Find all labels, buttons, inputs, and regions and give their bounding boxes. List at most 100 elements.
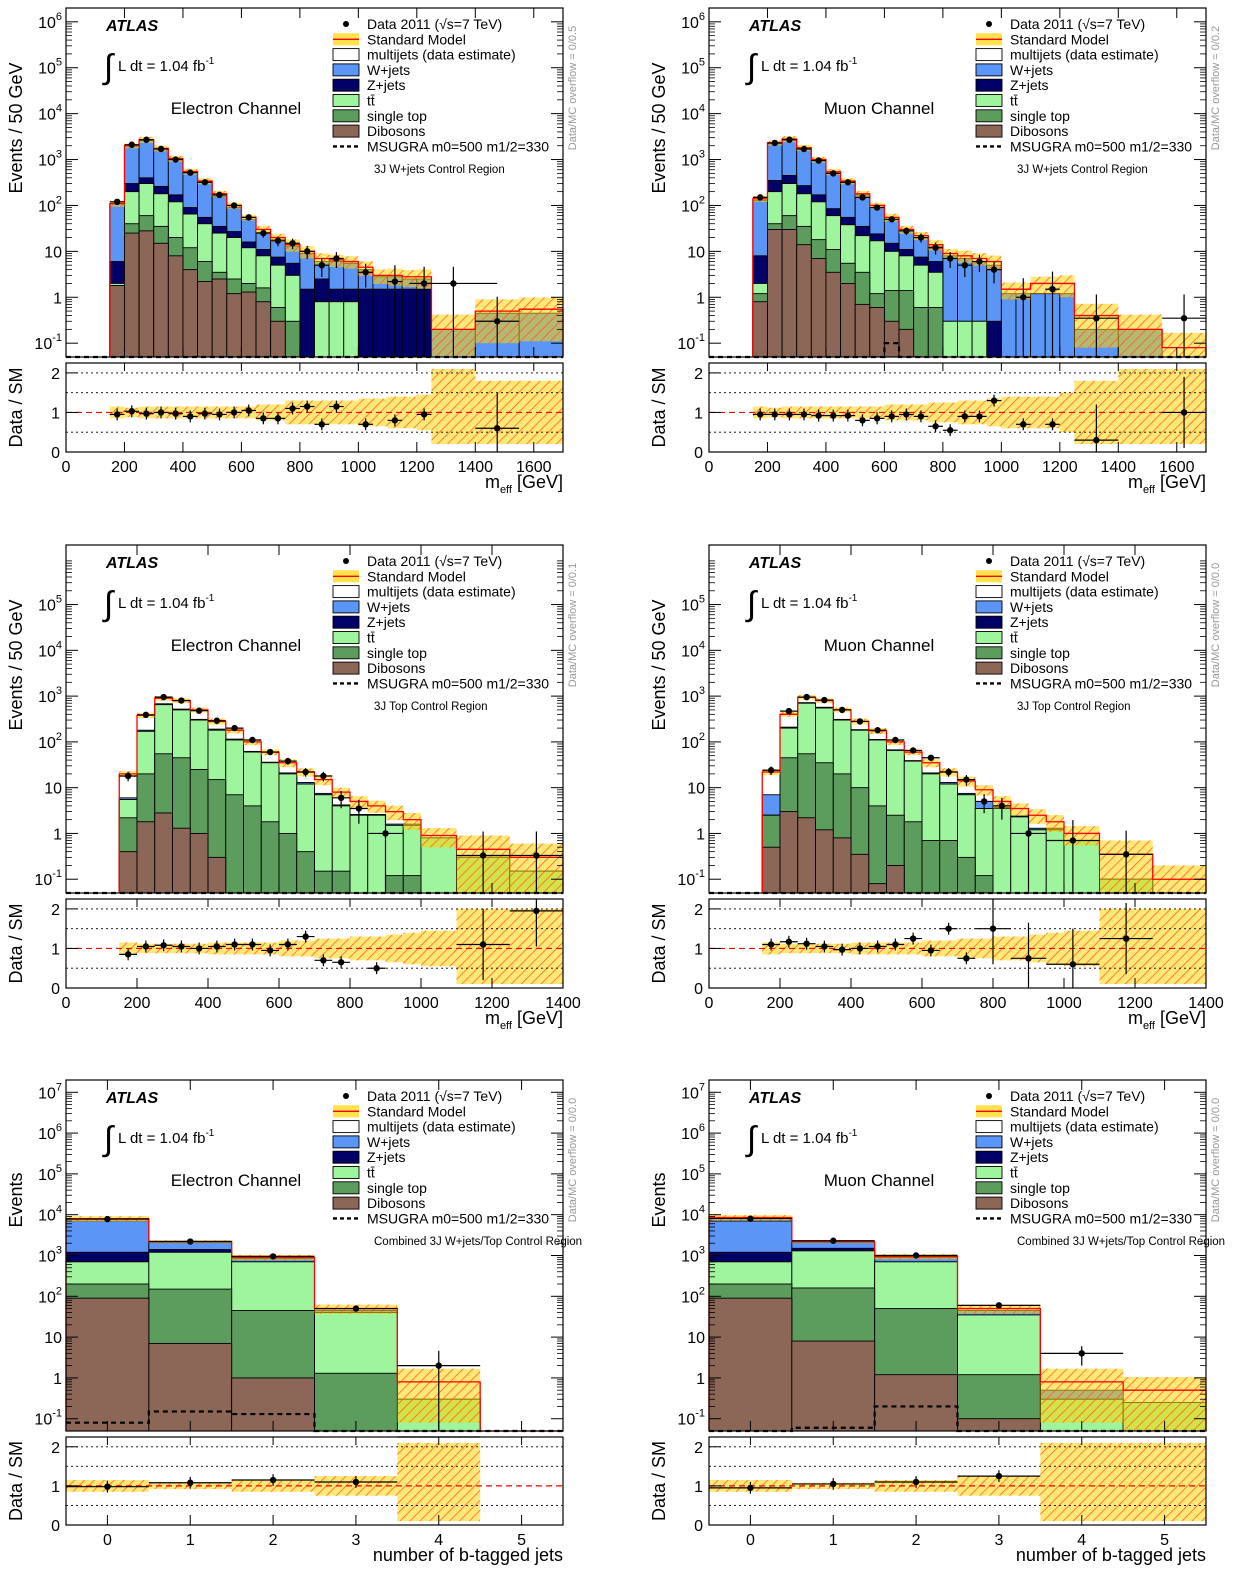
ratio-uncertainty-band <box>928 402 943 423</box>
y-tick-label: 10-1 <box>34 1408 62 1429</box>
dibosons-bin <box>832 837 852 894</box>
data-point <box>767 767 775 774</box>
data-point <box>1078 1350 1085 1357</box>
y-tick-label: 1 <box>53 1371 62 1388</box>
ratio-point <box>373 965 380 972</box>
x-tick-label: 1 <box>186 1532 195 1549</box>
lumi-label: L dt = 1.04 fb-1 <box>118 1128 215 1147</box>
dibosons-bin <box>65 1297 150 1432</box>
data-point <box>104 1215 111 1223</box>
sm-uncertainty-band <box>385 805 404 821</box>
y-tick-label: 102 <box>681 731 705 752</box>
y-tick-label: 106 <box>681 1122 705 1143</box>
ttbar-bin <box>314 301 330 358</box>
legend-label-multijets: multijets (data estimate) <box>367 1119 516 1135</box>
atlas-label: ATLAS <box>748 1090 801 1107</box>
ratio-uncertainty-band <box>1028 934 1047 963</box>
ratio-point <box>187 1479 194 1486</box>
legend-swatch-dibosons <box>975 661 1003 675</box>
ratio-y-tick-label: 2 <box>694 902 703 919</box>
ratio-point <box>420 411 428 418</box>
ratio-point <box>201 410 209 417</box>
ratio-point <box>815 412 822 419</box>
legend-label-singletop: single top <box>367 645 427 661</box>
ratio-uncertainty-band <box>957 938 976 959</box>
zjets-bin <box>357 288 374 358</box>
legend-swatch-singletop <box>332 109 360 123</box>
data-point <box>143 136 150 143</box>
legend-label-ttbar: tt̄ <box>1010 1165 1018 1181</box>
data-point <box>830 1237 837 1244</box>
data-point <box>815 157 822 164</box>
x-tick-label: 800 <box>980 995 1007 1012</box>
main-frame <box>708 544 1207 894</box>
x-tick-label: 4 <box>1077 1532 1086 1549</box>
atlas-label: ATLAS <box>748 555 801 572</box>
ratio-y-tick-label: 2 <box>694 1440 703 1457</box>
x-tick-label: 0 <box>62 459 71 476</box>
legend-label-wjets: W+jets <box>367 599 410 615</box>
channel-label: Electron Channel <box>171 1171 301 1190</box>
ratio-point <box>113 411 121 418</box>
data-point <box>963 776 970 783</box>
data-point <box>874 727 881 734</box>
x-tick-label: 0 <box>705 995 714 1012</box>
legend-label-singletop: single top <box>1010 645 1070 661</box>
dibosons-bin <box>270 320 286 358</box>
legend-label-ttbar: tt̄ <box>1010 630 1018 646</box>
dibosons-bin <box>189 832 209 894</box>
legend-swatch-wjets <box>975 1135 1003 1149</box>
legend-swatch-ttbar <box>332 631 360 644</box>
ratio-uncertainty-band <box>1046 932 1064 965</box>
wjets-bin <box>1000 293 1017 358</box>
data-point <box>844 179 852 186</box>
ratio-point <box>178 943 185 950</box>
legend-swatch-singletop <box>975 1181 1003 1195</box>
ratio-point <box>785 938 793 945</box>
y-tick-label: 104 <box>38 103 62 124</box>
x-tick-label: 600 <box>909 995 936 1012</box>
y-tick-label: 1 <box>53 290 62 307</box>
data-point <box>859 194 866 201</box>
data-point <box>1020 294 1027 301</box>
legend-label-msugra: MSUGRA m0=500 m1/2=330 <box>367 1210 549 1226</box>
overflow-label: Data/MC overflow = 0/0.0 <box>1210 563 1222 687</box>
sm-uncertainty-band <box>343 256 359 269</box>
legend-data-marker <box>343 1093 349 1099</box>
x-tick-label: 200 <box>767 995 794 1012</box>
ttbar-bin <box>992 808 1012 894</box>
legend-label-multijets: multijets (data estimate) <box>1010 584 1159 600</box>
ratio-point <box>266 947 274 954</box>
region-label: Combined 3J W+jets/Top Control Region <box>1017 1236 1225 1248</box>
dibosons-bin <box>810 258 827 358</box>
ratio-point <box>318 421 326 428</box>
legend-swatch-wjets <box>332 63 360 77</box>
x-tick-label: 800 <box>287 459 314 476</box>
ratio-point <box>747 1484 754 1492</box>
legend-swatch-zjets <box>975 1150 1003 1164</box>
data-point <box>909 747 917 754</box>
ratio-point <box>1093 436 1100 444</box>
y-tick-label: 102 <box>38 194 62 215</box>
y-tick-label: 1 <box>696 290 705 307</box>
dibosons-bin <box>752 301 768 358</box>
ratio-uncertainty-band <box>780 943 798 954</box>
legend-swatch-dibosons <box>975 1196 1003 1210</box>
data-point <box>302 768 309 776</box>
wjets-bin <box>1059 293 1075 358</box>
msugra-line <box>66 1410 563 1433</box>
x-tick-label: 1400 <box>1188 995 1224 1012</box>
dibosons-bin <box>148 1342 233 1432</box>
singletop-bin <box>314 870 333 894</box>
ratio-y-tick-label: 0 <box>694 1518 703 1535</box>
x-tick-label: 400 <box>195 995 222 1012</box>
legend-swatch-multijets <box>332 1120 360 1134</box>
ratio-uncertainty-band <box>397 1442 481 1522</box>
ttbar-bin <box>971 320 988 358</box>
integral-sign: ∫ <box>745 585 758 623</box>
legend-label-ttbar: tt̄ <box>367 1165 375 1181</box>
legend-label-ttbar: tt̄ <box>367 630 375 646</box>
data-point <box>274 237 282 244</box>
region-label: 3J Top Control Region <box>374 701 488 713</box>
ratio-uncertainty-band <box>1059 392 1075 433</box>
